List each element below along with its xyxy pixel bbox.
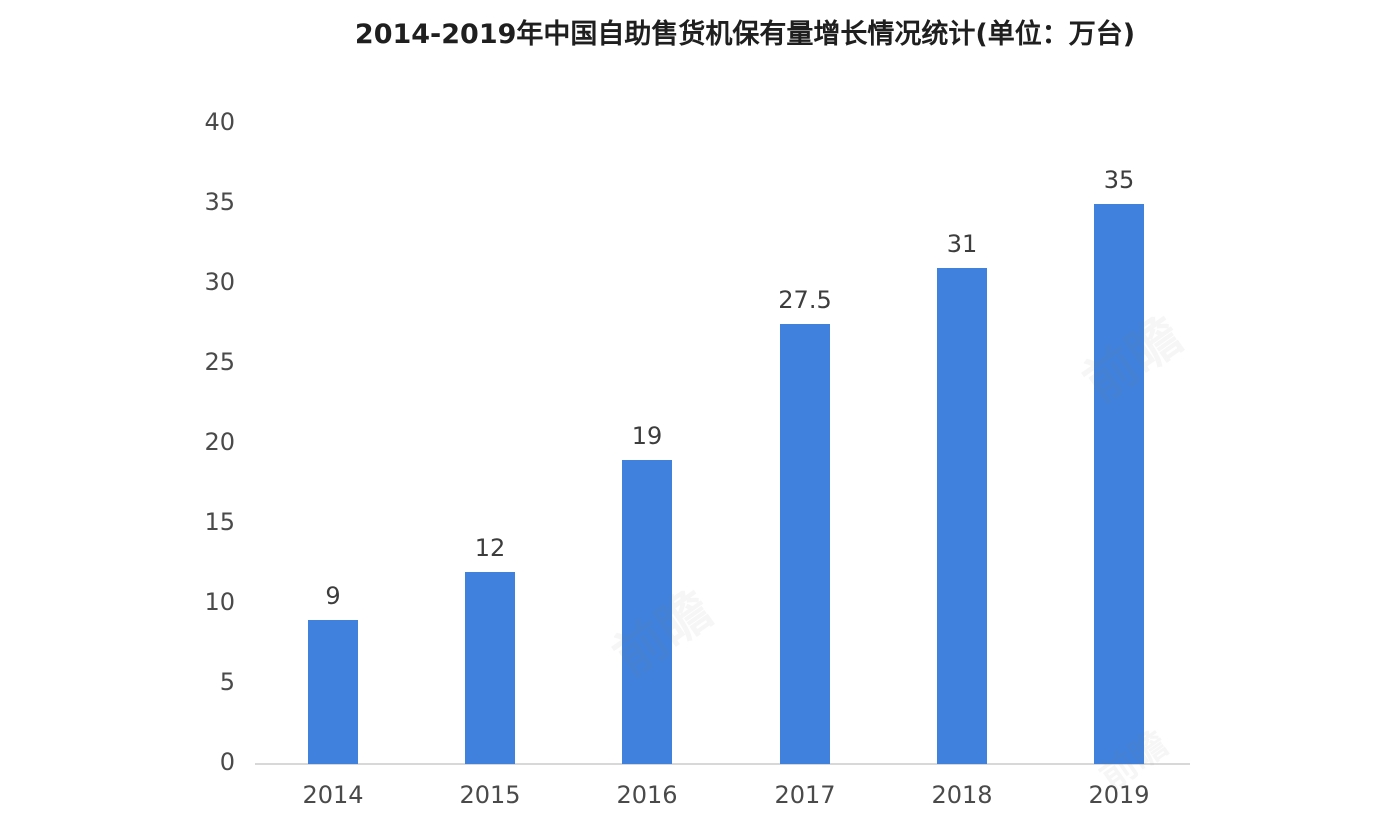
bar-2014 <box>308 620 358 764</box>
x-axis-line <box>255 763 1190 765</box>
chart-title: 2014-2019年中国自助售货机保有量增长情况统计(单位：万台) <box>354 19 1136 50</box>
bar-2015 <box>465 572 515 764</box>
bar-2016 <box>622 460 672 764</box>
y-tick-label-5: 5 <box>219 668 235 696</box>
y-tick-label-40: 40 <box>204 108 235 136</box>
bar-2019 <box>1094 204 1144 764</box>
y-tick-label-10: 10 <box>204 588 235 616</box>
x-tick-label-2019: 2019 <box>1088 781 1150 809</box>
bar-value-label-2017: 27.5 <box>778 286 832 314</box>
bar-value-label-2016: 19 <box>631 422 663 450</box>
bar-value-label-2015: 12 <box>474 534 506 562</box>
y-tick-label-0: 0 <box>219 748 235 776</box>
bar-value-label-2014: 9 <box>325 582 341 610</box>
bar-value-label-2019: 35 <box>1103 166 1135 194</box>
bar-2018 <box>937 268 987 764</box>
y-tick-label-35: 35 <box>204 188 235 216</box>
bar-value-label-2018: 31 <box>946 230 978 258</box>
y-tick-label-20: 20 <box>204 428 235 456</box>
x-tick-label-2015: 2015 <box>459 781 521 809</box>
x-tick-label-2018: 2018 <box>931 781 993 809</box>
x-tick-label-2017: 2017 <box>774 781 836 809</box>
x-tick-label-2014: 2014 <box>302 781 364 809</box>
y-tick-label-25: 25 <box>204 348 235 376</box>
x-tick-label-2016: 2016 <box>616 781 678 809</box>
bar-2017 <box>780 324 830 764</box>
y-tick-label-15: 15 <box>204 508 235 536</box>
y-tick-label-30: 30 <box>204 268 235 296</box>
